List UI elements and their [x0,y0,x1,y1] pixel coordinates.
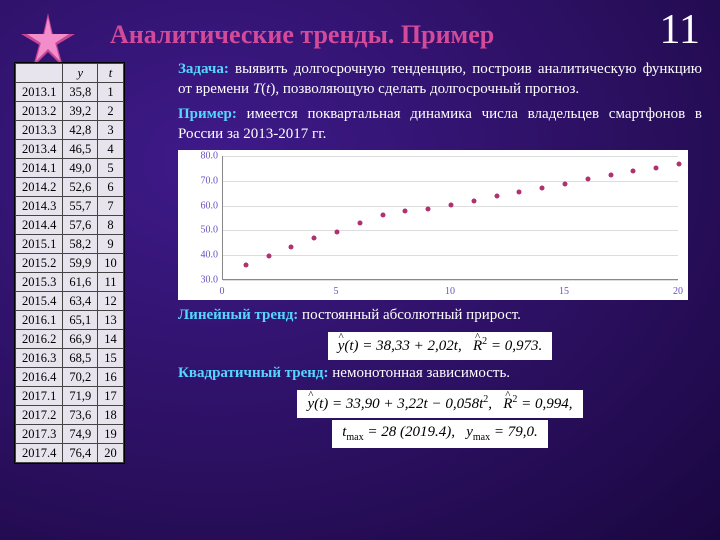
star-icon [18,10,78,70]
table-row: 2016.266,914 [16,330,124,349]
x-tick-label: 0 [212,285,232,298]
table-header: y [63,64,98,83]
table-row: 2014.457,68 [16,216,124,235]
table-row: 2014.252,66 [16,178,124,197]
data-point [585,177,590,182]
data-point [471,198,476,203]
task-paragraph: Задача: выявить долгосрочную тенденцию, … [178,60,702,99]
table-row: 2013.446,54 [16,140,124,159]
table-row: 2014.149,05 [16,159,124,178]
y-tick-label: 50.0 [182,224,218,237]
example-text: имеется поквартальная динамика числа вла… [178,106,702,142]
data-point [335,229,340,234]
table-row: 2015.259,910 [16,254,124,273]
table-row: 2017.476,420 [16,444,124,463]
linear-formula: y(t) = 38,33 + 2,02t, R2 = 0,973. [178,332,702,361]
table-row: 2013.239,22 [16,102,124,121]
data-point [654,165,659,170]
data-point [380,213,385,218]
data-point [517,189,522,194]
table-row: 2017.171,917 [16,387,124,406]
x-tick-label: 5 [326,285,346,298]
data-point [403,208,408,213]
quad-paragraph: Квадратичный тренд: немонотонная зависим… [178,364,702,384]
table-row: 2016.470,216 [16,368,124,387]
linear-paragraph: Линейный тренд: постоянный абсолютный пр… [178,306,702,326]
scatter-chart: 30.040.050.060.070.080.005101520 [178,150,688,300]
x-tick-label: 10 [440,285,460,298]
quad-formula: y(t) = 33,90 + 3,22t − 0,058t2, R2 = 0,9… [178,390,702,449]
data-point [426,207,431,212]
y-tick-label: 40.0 [182,249,218,262]
table-row: 2015.361,611 [16,273,124,292]
data-point [266,254,271,259]
data-point [243,262,248,267]
data-point [540,185,545,190]
data-point [357,220,362,225]
task-label: Задача: [178,61,229,77]
example-label: Пример: [178,106,237,122]
x-tick-label: 15 [554,285,574,298]
table-row: 2016.368,515 [16,349,124,368]
data-point [449,202,454,207]
content-area: Задача: выявить долгосрочную тенденцию, … [178,60,702,452]
task-text: выявить долгосрочную тенденцию, построив… [178,61,702,97]
table-header: t [98,64,124,83]
linear-label: Линейный тренд: [178,307,298,323]
data-point [289,245,294,250]
table-row: 2017.374,919 [16,425,124,444]
y-tick-label: 80.0 [182,150,218,163]
data-point [312,236,317,241]
data-point [631,168,636,173]
linear-text: постоянный абсолютный прирост. [302,307,521,323]
x-tick-label: 20 [668,285,688,298]
table-row: 2013.342,83 [16,121,124,140]
table-header [16,64,63,83]
y-tick-label: 60.0 [182,199,218,212]
quad-label: Квадратичный тренд: [178,365,329,381]
table-row: 2013.135,81 [16,83,124,102]
table-row: 2015.463,412 [16,292,124,311]
data-point [494,194,499,199]
slide-title: Аналитические тренды. Пример [110,20,494,50]
table-row: 2016.165,113 [16,311,124,330]
slide-number: 11 [660,6,700,54]
data-point [563,181,568,186]
table-row: 2017.273,618 [16,406,124,425]
data-table: yt2013.135,812013.239,222013.342,832013.… [14,62,125,464]
y-tick-label: 70.0 [182,174,218,187]
table-row: 2015.158,29 [16,235,124,254]
data-point [677,161,682,166]
example-paragraph: Пример: имеется поквартальная динамика ч… [178,105,702,144]
quad-text: немонотонная зависимость. [332,365,510,381]
table-row: 2014.355,77 [16,197,124,216]
data-point [608,173,613,178]
